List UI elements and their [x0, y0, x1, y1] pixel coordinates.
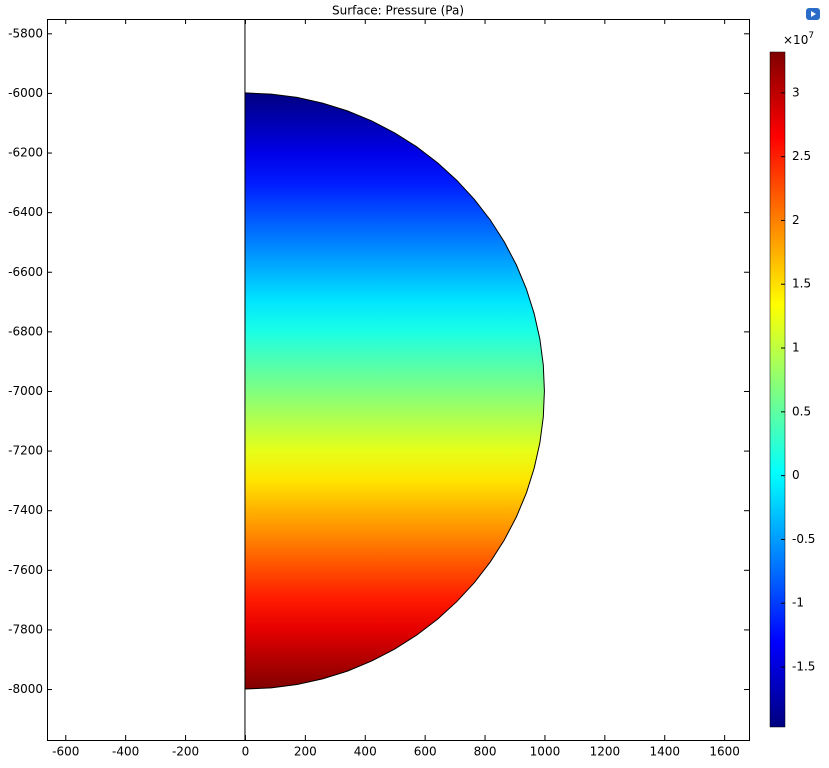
colorbar-tick-label: 2.5: [792, 149, 811, 163]
x-tick-label: 400: [354, 745, 377, 759]
colorbar-tick-label: 2: [792, 213, 800, 227]
colorbar-tick-label: -1.5: [792, 660, 815, 674]
x-tick-label: -200: [172, 745, 199, 759]
y-tick-label: -7800: [8, 622, 43, 636]
y-tick-label: -6200: [8, 146, 43, 160]
x-tick-label: 1200: [590, 745, 621, 759]
x-tick-label: 200: [294, 745, 317, 759]
colorbar-tick-label: 0: [792, 468, 800, 482]
plot-frame: [47, 19, 750, 741]
colorbar: [769, 51, 786, 728]
x-tick-label: -400: [112, 745, 139, 759]
y-tick-label: -6000: [8, 86, 43, 100]
y-tick-label: -7600: [8, 563, 43, 577]
colorbar-tick-label: 3: [792, 85, 800, 99]
colorbar-tick-label: -0.5: [792, 532, 815, 546]
x-tick-label: 0: [242, 745, 250, 759]
x-tick-label: 1400: [649, 745, 680, 759]
x-tick-label: 800: [474, 745, 497, 759]
colorbar-multiplier: ×107: [783, 31, 814, 47]
y-tick-label: -5800: [8, 26, 43, 40]
pressure-surface: [244, 92, 545, 690]
y-tick-label: -6400: [8, 205, 43, 219]
x-tick-label: -600: [52, 745, 79, 759]
colorbar-tick-label: 1: [792, 341, 800, 355]
chart-title: Surface: Pressure (Pa): [332, 4, 464, 18]
y-tick-label: -6600: [8, 265, 43, 279]
multiplier-exponent: 7: [808, 31, 814, 41]
y-tick-label: -7200: [8, 444, 43, 458]
toolbar-icon[interactable]: [806, 8, 820, 20]
colorbar-tick-label: -1: [792, 596, 804, 610]
colorbar-tick-label: 1.5: [792, 277, 811, 291]
y-tick-label: -7000: [8, 384, 43, 398]
multiplier-base: ×10: [783, 33, 808, 47]
colorbar-tick-label: 0.5: [792, 404, 811, 418]
x-tick-label: 1000: [530, 745, 561, 759]
y-tick-label: -8000: [8, 682, 43, 696]
y-tick-label: -7400: [8, 503, 43, 517]
x-tick-label: 1600: [709, 745, 740, 759]
y-tick-label: -6800: [8, 324, 43, 338]
x-tick-label: 600: [414, 745, 437, 759]
